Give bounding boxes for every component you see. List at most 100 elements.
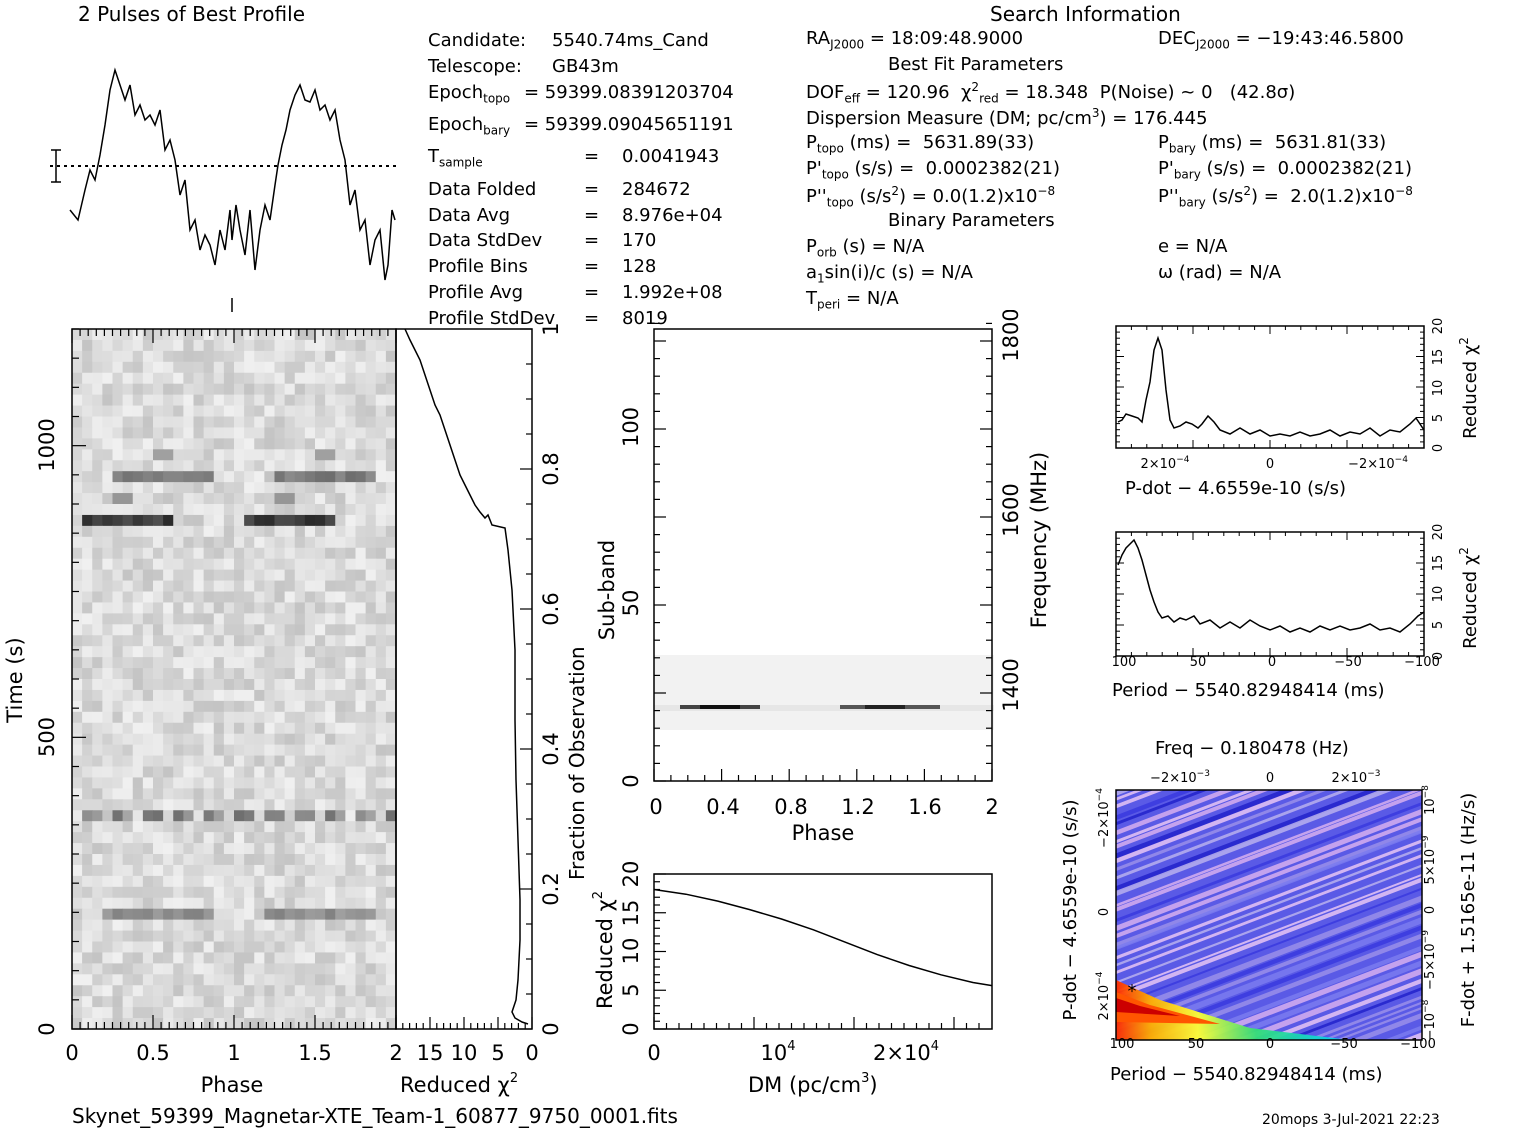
period-series: [1117, 538, 1425, 633]
redchi-axis-label: Reduced χ2: [400, 1071, 518, 1097]
profile-stddev-row: Profile StdDev = 8019: [428, 307, 668, 329]
period-chi2-plot: 100 50 0 −50 −100 Period − 5540.82948414…: [1112, 524, 1481, 701]
info-left-block: Candidate: 5540.74ms_Cand Telescope: GB43m…: [428, 28, 734, 332]
svg-text:20: 20: [1431, 524, 1446, 541]
svg-text:−2×10−4: −2×10−4: [1095, 788, 1112, 848]
svg-text:0: 0: [619, 774, 643, 787]
footer-filename: Skynet_59399_Magnetar-XTE_Team-1_60877_9…: [72, 1104, 678, 1128]
svg-text:2×10−3: 2×10−3: [1332, 769, 1381, 786]
tick-phase-0: 0: [65, 1041, 78, 1065]
svg-text:−50: −50: [1330, 1037, 1357, 1052]
svg-text:10: 10: [1431, 586, 1446, 603]
time-axis-label: Time (s): [3, 637, 27, 723]
tick-phase-05: 0.5: [136, 1041, 169, 1065]
subband-axis-label: Sub-band: [595, 540, 619, 640]
svg-text:0: 0: [1431, 444, 1446, 452]
svg-text:10: 10: [1431, 380, 1446, 397]
svg-text:−10−8: −10−8: [1421, 999, 1438, 1040]
pdot-chi2-plot: 2×10−4 0 −2×10−4 P-dot − 4.6559e-10 (s/s…: [1115, 318, 1481, 499]
svg-text:−2×10−4: −2×10−4: [1348, 455, 1408, 472]
svg-text:1800: 1800: [999, 310, 1023, 362]
frequency-axis-label: Frequency (MHz): [1027, 452, 1051, 628]
svg-text:20: 20: [1431, 318, 1446, 335]
pddtopo-text: P''topo (s/s2) = 0.0(1.2)x10−8: [806, 184, 1056, 210]
svg-text:15: 15: [1431, 349, 1446, 366]
pdot-series: [1117, 335, 1425, 437]
ptopo-text: Ptopo (ms) = 5631.89(33): [806, 132, 1035, 156]
svg-text:0.6: 0.6: [539, 592, 560, 625]
svg-text:−5×10−9: −5×10−9: [1421, 930, 1438, 990]
footer-stamp: 20mops 3-Jul-2021 22:23: [1262, 1112, 1440, 1128]
omega-text: ω (rad) = N/A: [1158, 262, 1282, 283]
data-stddev-row: Data StdDev = 170: [428, 230, 657, 252]
svg-text:−2×10−3: −2×10−3: [1150, 769, 1210, 786]
svg-text:50: 50: [1188, 1037, 1205, 1052]
best-fit-title: Best Fit Parameters: [888, 54, 1064, 75]
svg-text:10: 10: [619, 938, 643, 965]
svg-text:1.2: 1.2: [841, 795, 874, 819]
profile-series: [69, 67, 396, 281]
svg-text:10: 10: [451, 1041, 478, 1065]
svg-text:Reduced χ2: Reduced χ2: [1457, 337, 1481, 439]
pbary-text: Pbary (ms) = 5631.81(33): [1158, 132, 1387, 156]
svg-text:5: 5: [491, 1041, 504, 1065]
svg-text:1400: 1400: [999, 658, 1023, 711]
svg-text:Reduced χ2: Reduced χ2: [1457, 547, 1481, 649]
tick-phase-1: 1: [227, 1041, 240, 1065]
svg-text:0: 0: [1423, 906, 1438, 914]
svg-text:0: 0: [619, 1022, 643, 1035]
pdtopo-text: P'topo (s/s) = 0.0002382(21): [806, 158, 1060, 182]
svg-text:100: 100: [1112, 655, 1137, 670]
data-avg-row: Data Avg = 8.976e+04: [428, 204, 723, 226]
fraction-chi2-line: [404, 328, 529, 1025]
svg-text:0: 0: [1097, 908, 1112, 916]
dec-text: DECJ2000 = −19:43:46.5800: [1158, 28, 1404, 52]
svg-text:0: 0: [647, 1041, 660, 1065]
telescope-row: Telescope: GB43m: [428, 55, 619, 77]
svg-text:104: 104: [760, 1039, 795, 1065]
svg-text:15: 15: [417, 1041, 444, 1065]
porb-text: Porb (s) = N/A: [806, 236, 925, 260]
svg-text:5: 5: [1431, 621, 1446, 629]
tsample-row: Tsample = 0.0041943: [428, 146, 720, 170]
ra-text: RAJ2000 = 18:09:48.9000: [806, 28, 1024, 52]
pdbary-text: P'bary (s/s) = 0.0002382(21): [1158, 158, 1412, 182]
time-phase-image: [72, 329, 397, 1030]
profile-bins-row: Profile Bins = 128: [428, 256, 657, 278]
time-phase-plot: 0 0.5 1 1.5 2 15 10 5 0 Phase Reduced χ2…: [3, 322, 560, 1097]
tperi-text: Tperi = N/A: [806, 288, 899, 312]
dm-chi2-plot: 0 104 2×104 DM (pc/cm3) 0 5 10 15 20 Red…: [591, 861, 993, 1097]
svg-text:5×10−9: 5×10−9: [1421, 835, 1438, 884]
svg-text:−50: −50: [1334, 655, 1361, 670]
svg-text:5: 5: [1431, 414, 1446, 422]
pddbary-text: P''bary (s/s2) = 2.0(1.2)x10−8: [1158, 184, 1413, 210]
freq-top-label: Freq − 0.180478 (Hz): [1155, 738, 1349, 759]
svg-text:2×104: 2×104: [873, 1039, 939, 1065]
svg-text:0.8: 0.8: [774, 795, 807, 819]
a1-text: a1sin(i)/c (s) = N/A: [806, 262, 973, 286]
epoch-topo-row: Epochtopo = 59399.08391203704: [428, 81, 734, 106]
svg-text:−100: −100: [1400, 1037, 1436, 1052]
dm-ylabel: Reduced χ2: [591, 891, 617, 1009]
svg-text:0: 0: [1266, 457, 1274, 472]
tick-phase-2: 2: [389, 1041, 402, 1065]
svg-text:0: 0: [1266, 771, 1274, 786]
profile-title: 2 Pulses of Best Profile: [78, 2, 305, 26]
svg-text:0: 0: [539, 1022, 560, 1035]
best-marker: *: [1128, 981, 1137, 1002]
svg-text:0.4: 0.4: [539, 732, 560, 765]
svg-text:1.6: 1.6: [908, 795, 941, 819]
svg-text:1000: 1000: [35, 418, 59, 471]
svg-text:5: 5: [619, 983, 643, 996]
svg-text:20: 20: [619, 861, 643, 888]
svg-text:15: 15: [1431, 555, 1446, 572]
subband-plot: 0 0.4 0.8 1.2 1.6 2 Phase 0 50 100 Sub-b…: [595, 310, 1051, 845]
svg-text:2×10−4: 2×10−4: [1095, 971, 1112, 1020]
p-pdot-map: * 100 50 0 −50 −100 −2×10−3 0 2×10−3 Per…: [1060, 769, 1479, 1085]
svg-text:100: 100: [1110, 1037, 1135, 1052]
svg-text:0: 0: [1431, 652, 1446, 660]
svg-text:0: 0: [35, 1022, 59, 1035]
binary-title: Binary Parameters: [888, 210, 1055, 231]
svg-text:10−8: 10−8: [1421, 785, 1438, 815]
svg-text:0.4: 0.4: [706, 795, 739, 819]
